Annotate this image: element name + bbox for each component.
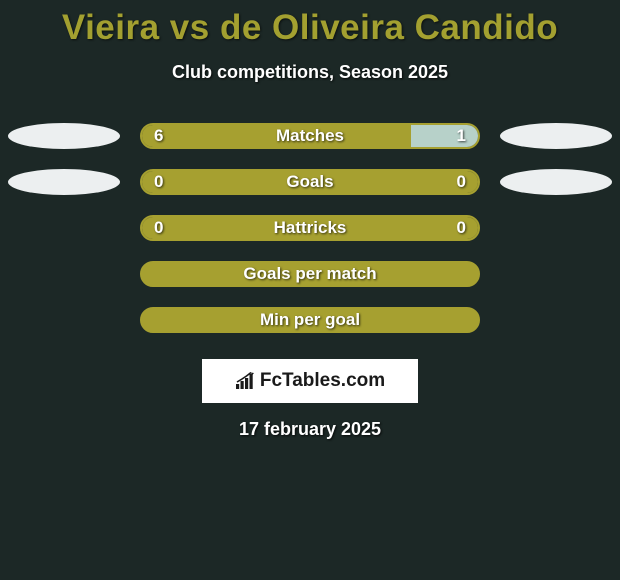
stat-row: 00Goals — [0, 169, 620, 195]
stat-bar: 00Hattricks — [140, 215, 480, 241]
stat-bar-label-only: Min per goal — [140, 307, 480, 333]
player-oval-left — [8, 123, 120, 149]
player-oval-right — [500, 123, 612, 149]
player-oval-left — [8, 169, 120, 195]
player-oval-right — [500, 169, 612, 195]
stat-bar: 61Matches — [140, 123, 480, 149]
stat-value-right: 0 — [310, 171, 478, 193]
stat-value-right: 1 — [411, 125, 478, 147]
logo: FcTables.com — [235, 370, 385, 392]
comparison-infographic: Vieira vs de Oliveira Candido Club compe… — [0, 0, 620, 440]
stat-bar: 00Goals — [140, 169, 480, 195]
page-title: Vieira vs de Oliveira Candido — [62, 8, 558, 48]
stat-row: 61Matches — [0, 123, 620, 149]
stat-value-left: 0 — [142, 171, 310, 193]
logo-text: FcTables.com — [260, 370, 385, 392]
stat-row: Min per goal — [0, 307, 620, 333]
stat-value-left: 0 — [142, 217, 310, 239]
stat-row: Goals per match — [0, 261, 620, 287]
bar-chart-icon — [235, 372, 257, 390]
stat-value-right: 0 — [310, 217, 478, 239]
date-text: 17 february 2025 — [239, 419, 381, 440]
stat-bar-label-only: Goals per match — [140, 261, 480, 287]
stat-row: 00Hattricks — [0, 215, 620, 241]
subtitle: Club competitions, Season 2025 — [172, 62, 448, 83]
stat-value-left: 6 — [142, 125, 411, 147]
logo-box: FcTables.com — [202, 359, 418, 403]
stat-rows: 61Matches 00Goals 00Hattricks Goals per mat… — [0, 123, 620, 353]
